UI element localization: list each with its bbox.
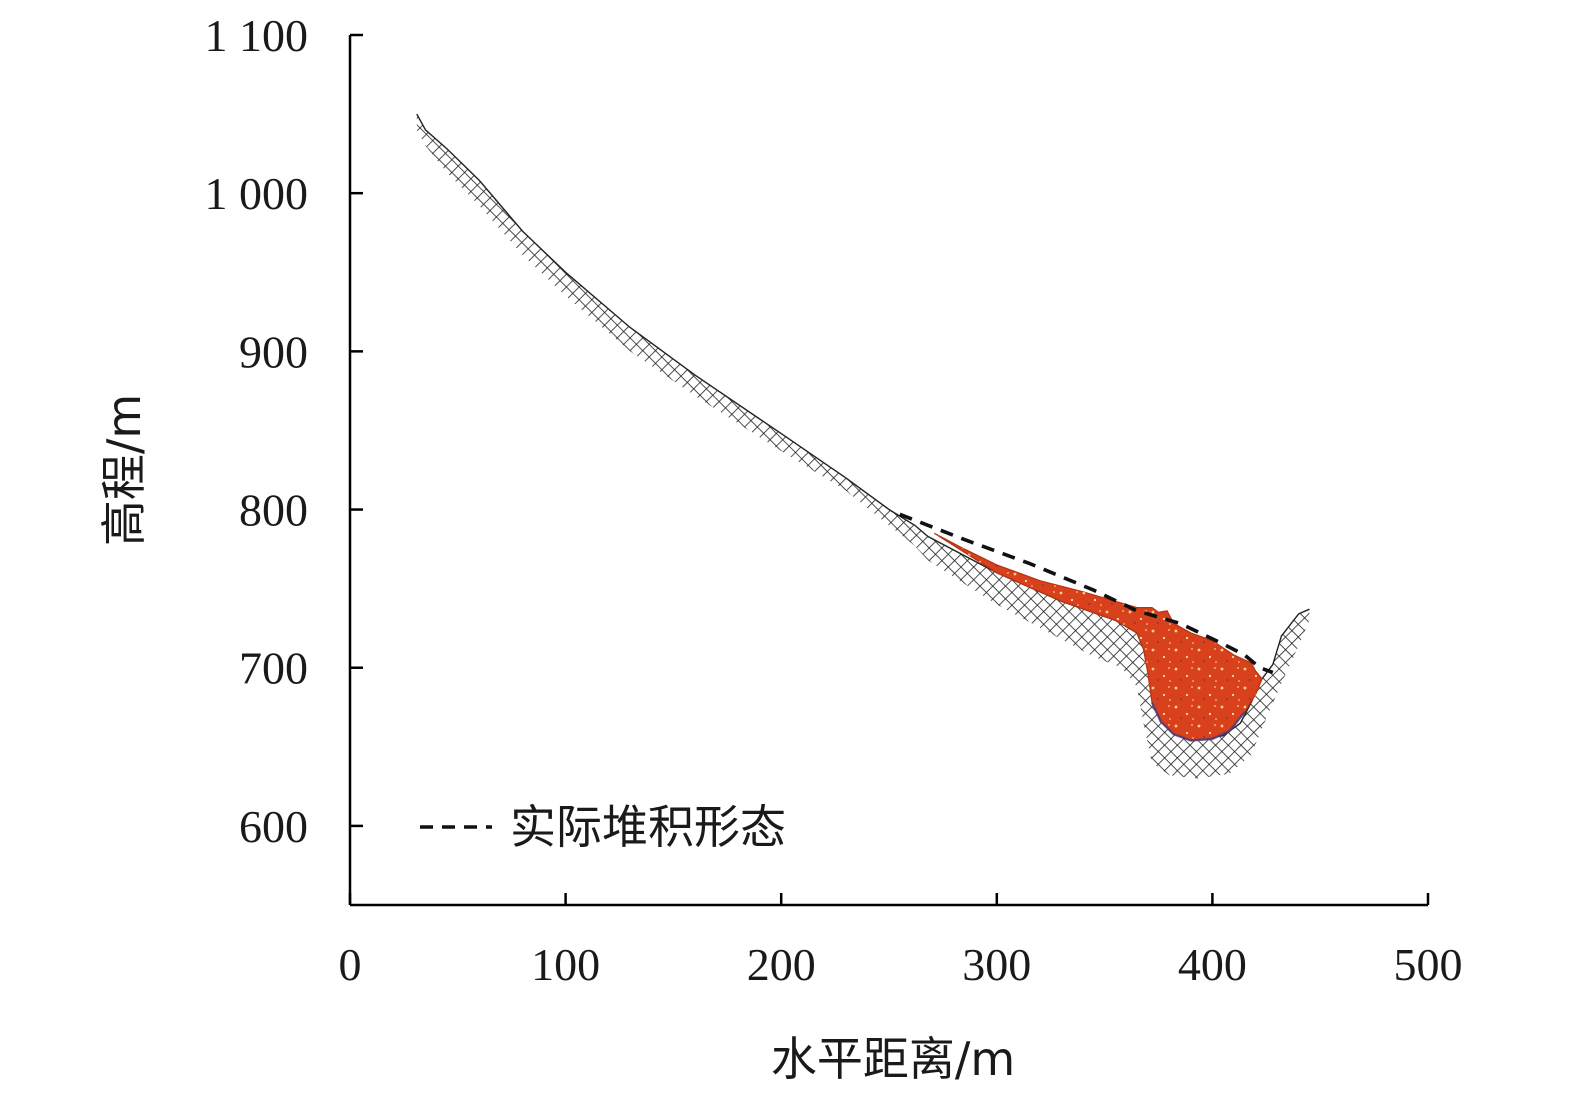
deposit-speckle xyxy=(934,533,1262,741)
x-ticks: 0 100 200 300 400 500 xyxy=(339,893,1463,990)
y-ticks: 600 700 800 900 1 000 1 100 xyxy=(205,10,363,852)
terrain-hatch-area xyxy=(416,114,1310,779)
y-tick-label: 700 xyxy=(239,643,308,694)
y-axis-title: 高程/m xyxy=(97,394,151,546)
actual-profile-line xyxy=(899,512,1274,675)
x-tick-label: 100 xyxy=(531,939,600,990)
x-tick-label: 200 xyxy=(747,939,816,990)
deposit-layer xyxy=(933,532,1263,742)
x-tick-label: 0 xyxy=(339,939,362,990)
x-tick-label: 300 xyxy=(962,939,1031,990)
y-tick-label: 1 100 xyxy=(205,10,309,61)
x-axis-title: 水平距离/m xyxy=(771,1032,1015,1086)
y-tick-label: 600 xyxy=(239,801,308,852)
x-tick-label: 500 xyxy=(1394,939,1463,990)
y-tick-label: 800 xyxy=(239,485,308,536)
y-tick-label: 900 xyxy=(239,326,308,377)
deposit-base-shadow xyxy=(1150,702,1246,742)
legend-label: 实际堆积形态 xyxy=(510,800,786,854)
y-tick-label: 1 000 xyxy=(205,168,309,219)
axes xyxy=(348,35,1428,907)
legend: 实际堆积形态 xyxy=(420,800,786,854)
x-tick-label: 400 xyxy=(1178,939,1247,990)
